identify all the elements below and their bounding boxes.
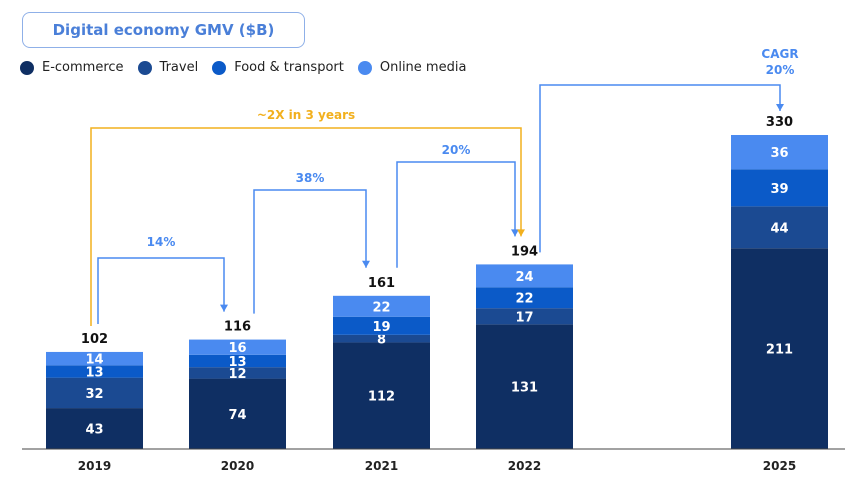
data-label: 131: [511, 381, 538, 396]
x-tick-label: 2022: [508, 459, 541, 473]
data-label: 22: [515, 292, 533, 307]
bar-segment: [189, 339, 286, 355]
bar-segment: [333, 334, 430, 343]
bar-segment: [731, 206, 828, 249]
bar-segment: [476, 324, 573, 449]
growth-label: CAGR: [761, 47, 798, 61]
bar-segment: [731, 135, 828, 170]
total-label: 161: [368, 276, 395, 291]
growth-arrow-line: [90, 127, 522, 326]
legend-item-online-media: Online media: [357, 60, 467, 75]
total-label: 116: [224, 320, 251, 335]
bar-segment: [333, 295, 430, 317]
legend-item-travel: Travel: [137, 60, 199, 75]
arrowhead-icon: [517, 229, 525, 237]
x-tick-label: 2025: [763, 459, 796, 473]
data-label: 211: [766, 343, 793, 358]
legend-swatch: [212, 60, 227, 75]
legend-swatch: [20, 60, 34, 75]
growth-label: 20%: [766, 63, 795, 77]
data-label: 16: [228, 341, 246, 356]
data-label: 12: [228, 367, 246, 382]
growth-arrow-line: [97, 257, 225, 324]
arrowhead-icon: [776, 104, 784, 111]
total-label: 330: [766, 115, 793, 130]
data-label: 13: [228, 355, 246, 370]
legend-label: E-commerce: [42, 60, 124, 75]
growth-label: 38%: [296, 171, 325, 185]
chart-title: Digital economy GMV ($B): [22, 12, 305, 48]
bar-segment: [476, 264, 573, 288]
bar-segment: [731, 248, 828, 449]
data-label: 17: [515, 310, 533, 325]
growth-arrow-line: [396, 161, 516, 268]
data-label: 36: [770, 146, 788, 161]
x-tick-label: 2021: [365, 459, 398, 473]
data-label: 32: [85, 387, 103, 402]
legend: E-commerce Travel Food & transport Onlin…: [20, 60, 466, 75]
bar-segment: [476, 308, 573, 325]
x-tick-label: 2019: [78, 459, 111, 473]
data-label: 13: [85, 365, 103, 380]
growth-label: 20%: [442, 143, 471, 157]
data-label: 44: [770, 221, 788, 236]
growth-label: ~2X in 3 years: [257, 108, 355, 122]
bar-segment: [46, 365, 143, 378]
data-label: 39: [770, 182, 788, 197]
growth-arrow-line: [253, 189, 367, 314]
arrowhead-icon: [511, 229, 519, 237]
total-label: 102: [81, 332, 108, 347]
legend-item-ecommerce: E-commerce: [20, 60, 124, 75]
bar-segment: [476, 287, 573, 309]
bar-segment: [189, 354, 286, 368]
data-label: 43: [85, 423, 103, 438]
data-label: 8: [377, 333, 386, 348]
growth-arrow-line: [539, 84, 781, 253]
data-label: 14: [85, 353, 103, 368]
data-label: 22: [372, 300, 390, 315]
legend-label: Travel: [159, 60, 199, 75]
bar-segment: [731, 169, 828, 207]
legend-item-food-transport: Food & transport: [212, 60, 344, 75]
legend-label: Food & transport: [234, 60, 344, 75]
data-label: 19: [372, 320, 390, 335]
bar-segment: [46, 408, 143, 449]
legend-swatch: [357, 60, 372, 75]
bar-segment: [46, 377, 143, 409]
legend-label: Online media: [379, 60, 467, 75]
legend-swatch: [137, 60, 152, 75]
growth-label: 14%: [147, 235, 176, 249]
bar-segment: [189, 367, 286, 379]
data-label: 24: [515, 270, 533, 285]
bar-segment: [189, 378, 286, 449]
bar-segment: [333, 342, 430, 449]
x-tick-label: 2020: [221, 459, 254, 473]
arrowhead-icon: [362, 260, 370, 268]
data-label: 112: [368, 390, 395, 405]
total-label: 194: [511, 244, 538, 259]
bar-segment: [46, 351, 143, 366]
arrowhead-icon: [220, 304, 228, 312]
data-label: 74: [228, 408, 246, 423]
bar-segment: [333, 316, 430, 335]
